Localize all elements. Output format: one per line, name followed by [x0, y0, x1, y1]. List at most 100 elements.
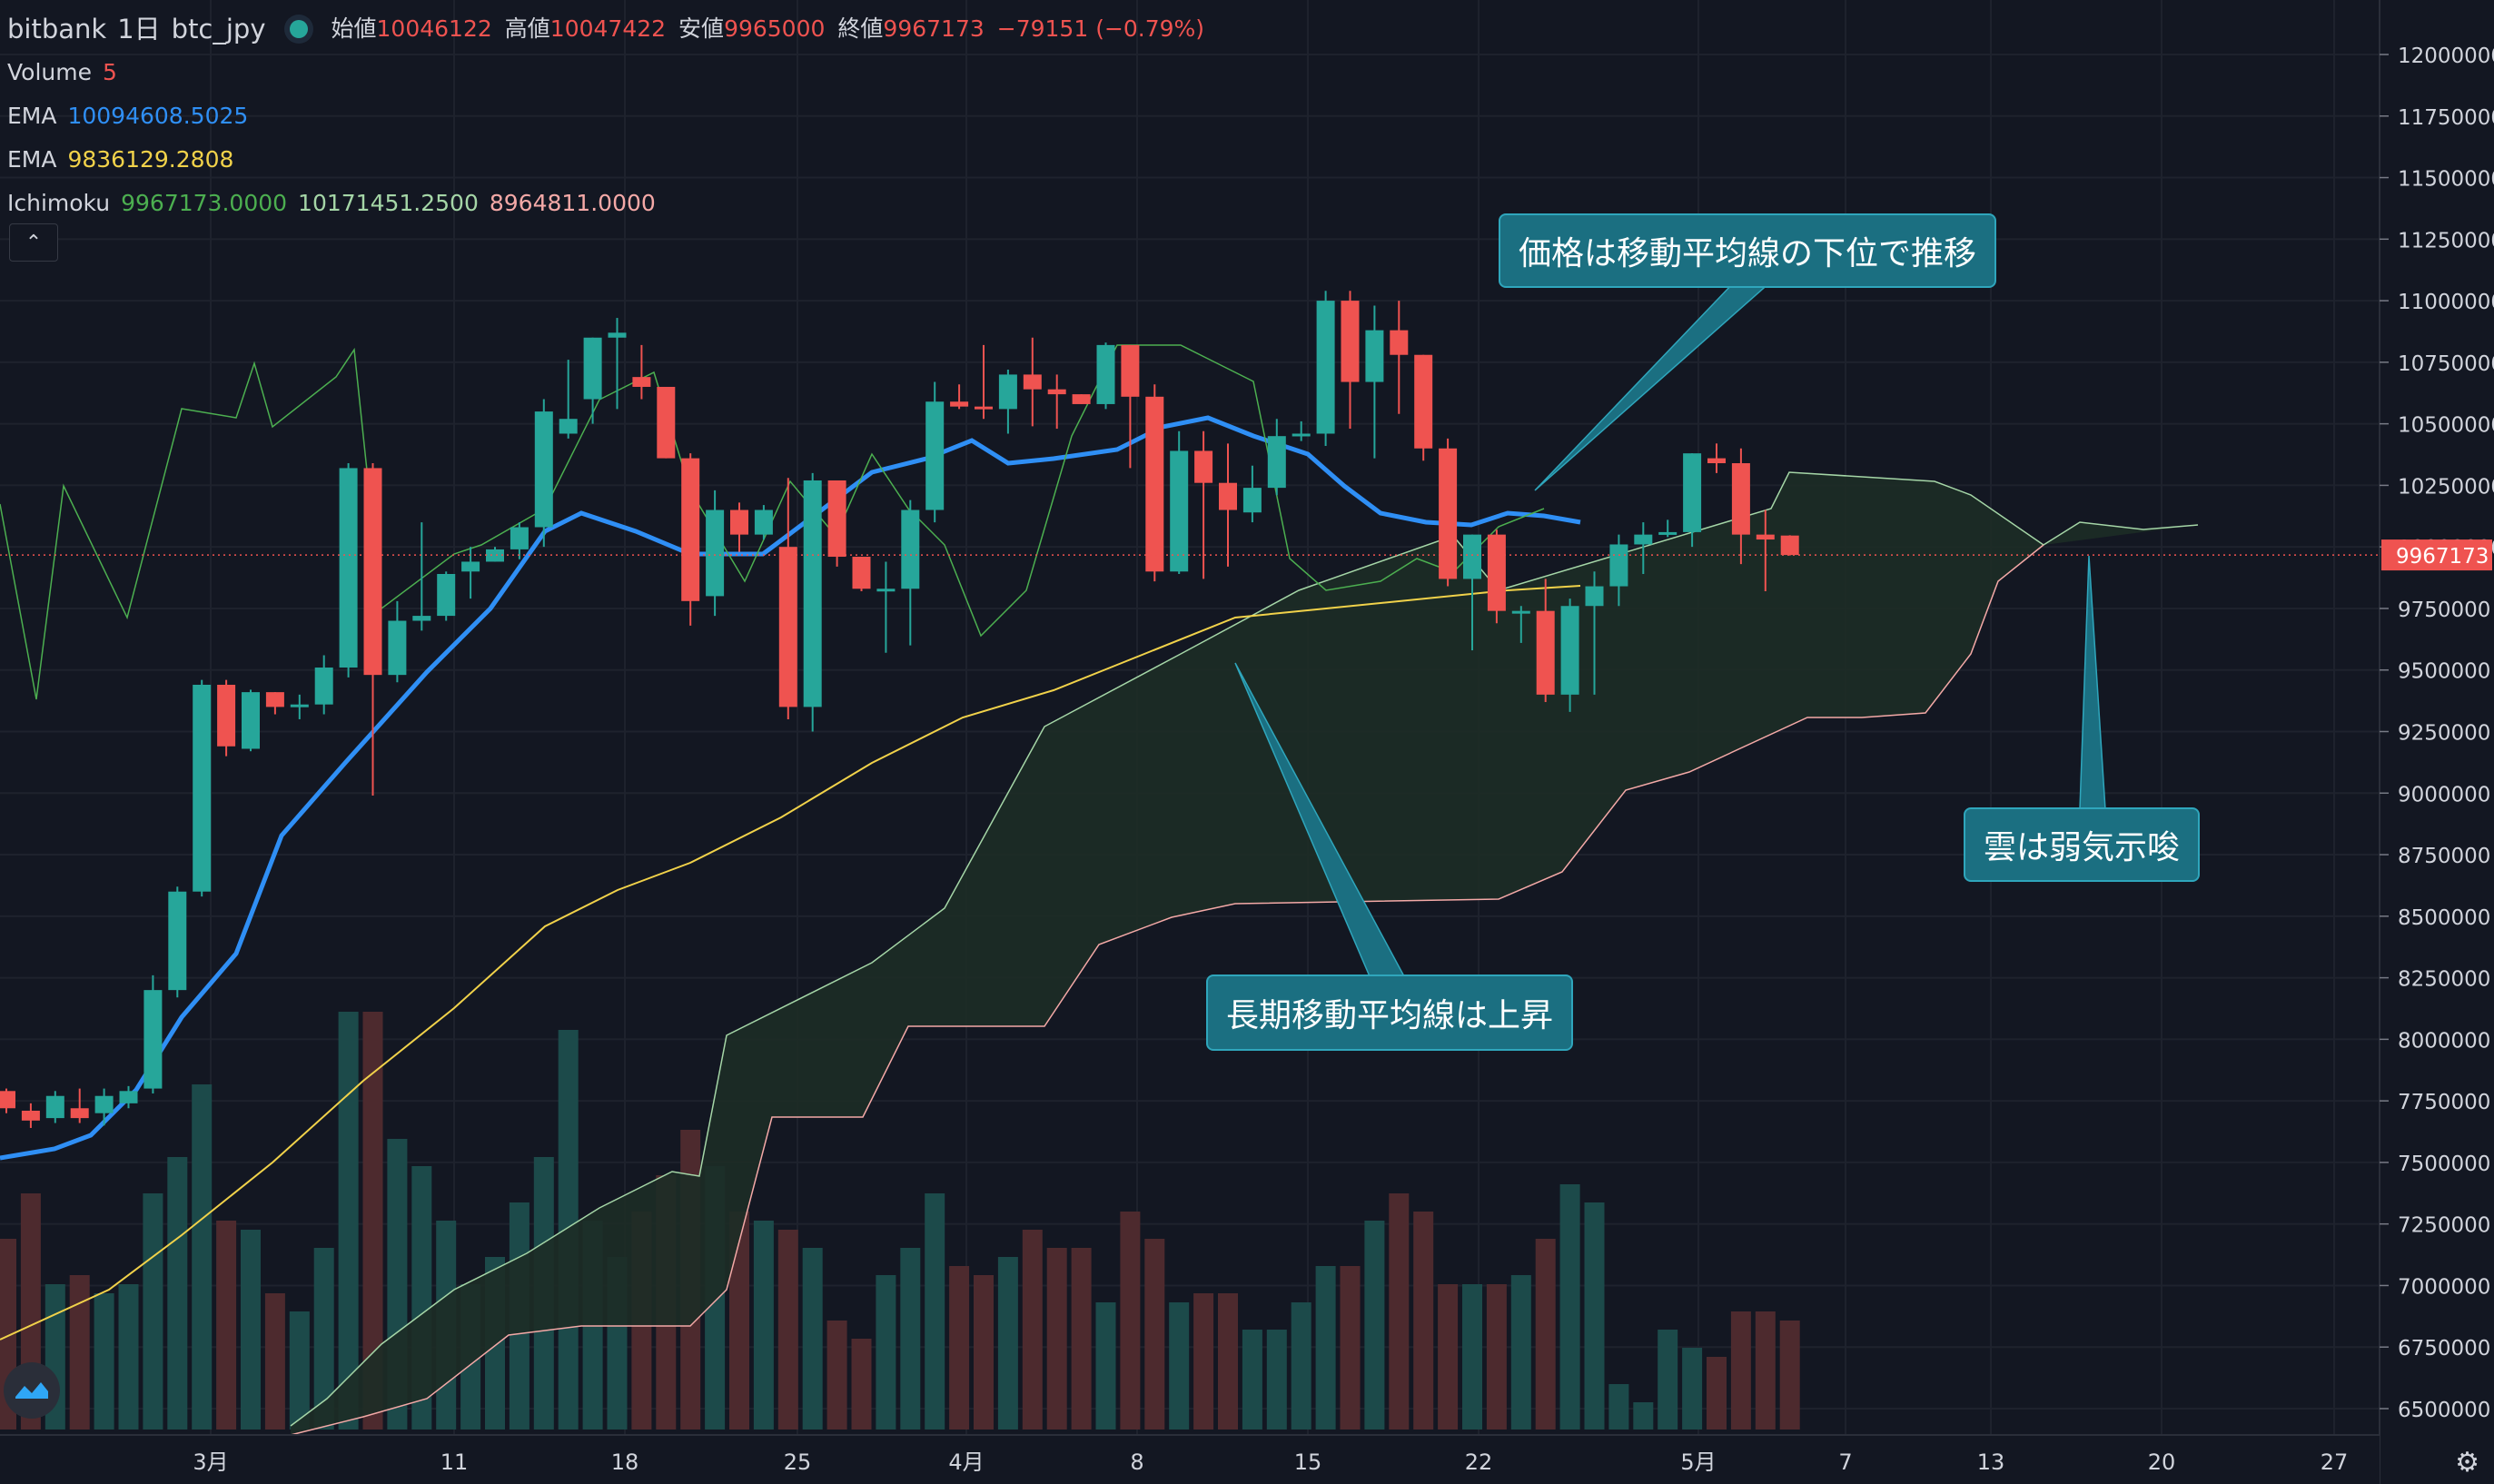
- candle-body: [314, 668, 333, 705]
- candle-body: [1316, 301, 1335, 434]
- ichimoku-cloud: [290, 471, 2199, 1436]
- candlesticks: [0, 291, 2380, 1128]
- time-tick-label: 7: [1838, 1449, 1852, 1475]
- volume-bar: [1144, 1239, 1165, 1430]
- volume-bar: [1779, 1321, 1800, 1430]
- callout-pointer: [1534, 281, 1773, 491]
- volume-bar: [1022, 1230, 1043, 1430]
- volume-bar: [1193, 1293, 1214, 1430]
- volume-bars: [0, 1012, 1800, 1430]
- volume-bar: [1340, 1266, 1361, 1430]
- volume-bar: [143, 1193, 163, 1430]
- candle-body: [1242, 488, 1262, 513]
- time-tick-label: 11: [440, 1449, 469, 1475]
- price-tick-label: 11750000: [2398, 106, 2494, 130]
- candle-body: [1658, 531, 1678, 535]
- price-tick-label: 8250000: [2398, 968, 2490, 992]
- volume-bar: [1389, 1193, 1410, 1430]
- ichimoku-value-3: 8964811.0000: [489, 190, 656, 216]
- candle-body: [388, 620, 407, 676]
- volume-bar: [192, 1084, 213, 1430]
- low-label: 安値: [678, 15, 725, 42]
- volume-bar: [1707, 1357, 1727, 1430]
- volume-bar: [876, 1275, 896, 1430]
- candle-body: [681, 458, 700, 601]
- symbol-name[interactable]: btc_jpy: [171, 14, 266, 45]
- price-tick-label: 11500000: [2398, 168, 2494, 192]
- cloud-fill: [291, 472, 2198, 1435]
- price-tick-label: 9000000: [2398, 783, 2490, 806]
- candle-body: [1047, 389, 1066, 395]
- candle-body: [168, 891, 187, 991]
- price-tick-label: 8750000: [2398, 845, 2490, 868]
- ema-slow-label: EMA: [7, 146, 57, 173]
- volume-bar: [264, 1293, 285, 1430]
- volume-bar: [1266, 1330, 1287, 1430]
- volume-bar: [729, 1212, 749, 1430]
- volume-bar: [1438, 1284, 1459, 1430]
- volume-bar: [69, 1275, 90, 1430]
- callout-cloud-bearish: 雲は弱気示唆: [1964, 807, 2201, 882]
- senkou-span-a: [290, 471, 2199, 1427]
- candle-body: [608, 332, 627, 338]
- change-value: −79151 (−0.79%): [996, 15, 1205, 42]
- volume-bar: [753, 1221, 774, 1430]
- candle-body: [1439, 448, 1458, 579]
- candle-body: [1219, 482, 1237, 510]
- volume-bar: [1608, 1384, 1629, 1430]
- ema-slow-row[interactable]: EMA 9836129.2808: [7, 138, 1217, 182]
- candle-body: [1267, 436, 1286, 489]
- volume-bar: [900, 1248, 921, 1430]
- candle-body: [1707, 458, 1726, 464]
- callout-price-below-ma: 価格は移動平均線の下位で推移: [1499, 213, 1997, 288]
- interval[interactable]: 1日: [117, 14, 161, 45]
- volume-bar: [1046, 1248, 1067, 1430]
- tradingview-logo[interactable]: [4, 1362, 60, 1419]
- volume-bar: [1218, 1293, 1238, 1430]
- candle-body: [1121, 344, 1140, 397]
- volume-bar: [777, 1230, 798, 1430]
- candle-body: [1145, 396, 1164, 572]
- callout-text: 長期移動平均線は上昇: [1226, 997, 1554, 1034]
- volume-bar: [949, 1266, 970, 1430]
- candle-body: [1096, 344, 1115, 404]
- volume-row[interactable]: Volume 5: [7, 51, 1217, 94]
- volume-bar: [1095, 1302, 1116, 1430]
- volume-bar: [1682, 1348, 1703, 1430]
- volume-bar: [826, 1321, 847, 1430]
- candle-body: [975, 406, 993, 410]
- candle-body: [1194, 450, 1213, 483]
- symbol-row: bitbank 1日 btc_jpy 始値 10046122 高値 10047422…: [7, 7, 1217, 51]
- candle-body: [950, 401, 969, 407]
- settings-gear-icon[interactable]: ⚙: [2455, 1447, 2479, 1479]
- candle-body: [217, 684, 236, 747]
- candle-body: [1292, 433, 1311, 437]
- candle-body: [242, 692, 260, 749]
- price-tick-label: 6750000: [2398, 1337, 2490, 1360]
- volume-bar: [925, 1193, 945, 1430]
- collapse-legend-button[interactable]: ⌃: [9, 223, 58, 262]
- ichimoku-row[interactable]: Ichimoku 9967173.0000 10171451.2500 8964…: [7, 182, 1217, 225]
- volume-bar: [1315, 1266, 1336, 1430]
- volume-bar: [313, 1248, 334, 1430]
- current-price-label: 9967173: [2396, 545, 2489, 569]
- volume-bar: [118, 1284, 139, 1430]
- candle-body: [706, 510, 725, 597]
- chevron-up-icon: ⌃: [25, 231, 43, 254]
- time-axis-bg: [0, 1435, 2380, 1484]
- candle-body: [1390, 330, 1409, 355]
- close-value: 9967173: [883, 15, 985, 42]
- candle-body: [45, 1095, 64, 1119]
- exchange-name[interactable]: bitbank: [7, 14, 107, 45]
- volume-bar: [1486, 1284, 1507, 1430]
- ichimoku-value-1: 9967173.0000: [121, 190, 288, 216]
- open-value: 10046122: [376, 15, 492, 42]
- candle-body: [778, 547, 797, 707]
- logo-icon: [15, 1382, 48, 1399]
- volume-label: Volume: [7, 59, 92, 85]
- candle-body: [1365, 330, 1384, 382]
- candle-body: [632, 377, 651, 387]
- candle-body: [461, 561, 480, 572]
- ema-fast-row[interactable]: EMA 10094608.5025: [7, 94, 1217, 138]
